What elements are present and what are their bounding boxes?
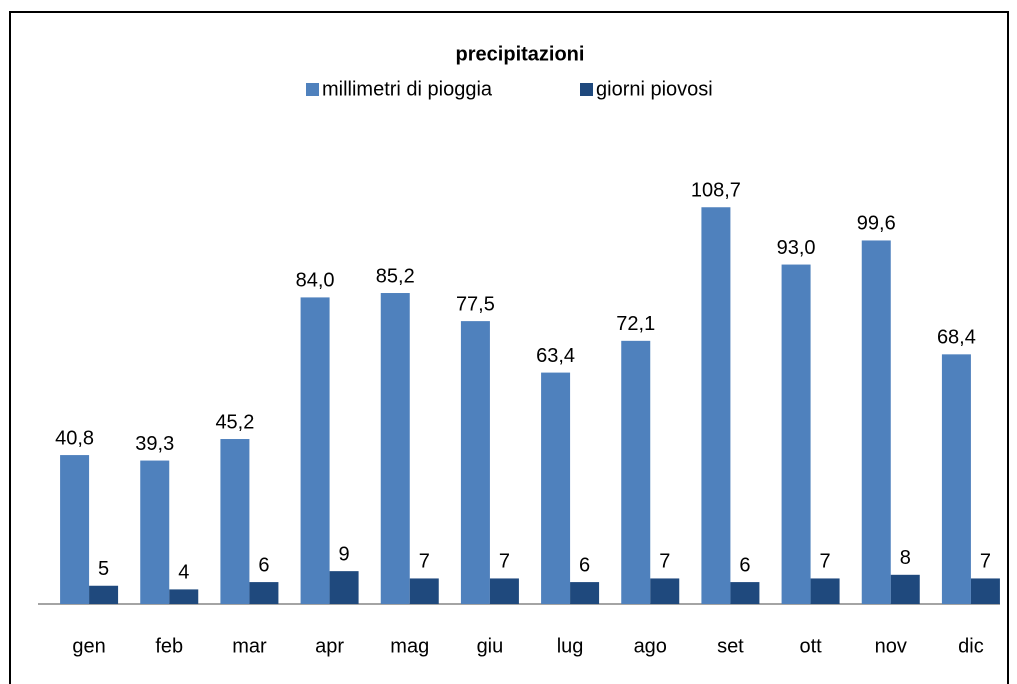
- data-label: 7: [499, 551, 510, 573]
- bar: [781, 264, 811, 604]
- bar: [941, 354, 971, 604]
- data-label: 6: [579, 554, 590, 576]
- data-label: 77,5: [456, 293, 495, 315]
- bar: [220, 439, 250, 604]
- x-tick-label: gen: [72, 635, 105, 657]
- data-label: 7: [659, 551, 670, 573]
- x-tick-label: mar: [232, 635, 267, 657]
- data-label: 45,2: [215, 411, 254, 433]
- bar: [409, 578, 439, 604]
- bar: [970, 578, 1000, 604]
- x-tick-label: giu: [477, 635, 504, 657]
- data-label: 39,3: [135, 433, 174, 455]
- bar: [650, 578, 680, 604]
- data-label: 68,4: [937, 327, 976, 349]
- data-label: 4: [178, 562, 189, 584]
- data-label: 7: [980, 551, 991, 573]
- x-tick-label: apr: [315, 635, 344, 657]
- data-label: 8: [900, 547, 911, 569]
- legend-label: giorni piovosi: [596, 78, 713, 100]
- x-tick-label: nov: [875, 635, 907, 657]
- bar: [169, 589, 199, 604]
- bar: [570, 582, 600, 604]
- bar: [621, 340, 651, 604]
- data-label: 7: [419, 551, 430, 573]
- bar: [890, 574, 920, 604]
- data-label: 6: [739, 554, 750, 576]
- legend-label: millimetri di pioggia: [322, 78, 493, 100]
- data-label: 99,6: [857, 213, 896, 235]
- data-label: 93,0: [777, 237, 816, 259]
- bar: [541, 372, 571, 604]
- bar: [249, 582, 279, 604]
- x-tick-label: lug: [557, 635, 584, 657]
- data-label: 5: [98, 558, 109, 580]
- bar: [489, 578, 519, 604]
- bar: [861, 240, 891, 604]
- bar: [89, 585, 119, 604]
- x-tick-label: mag: [390, 635, 429, 657]
- bar: [60, 455, 90, 604]
- data-label: 85,2: [376, 265, 415, 287]
- bar: [701, 207, 731, 604]
- x-tick-label: feb: [155, 635, 183, 657]
- data-label: 40,8: [55, 427, 94, 449]
- chart-border: [9, 11, 1009, 684]
- legend-swatch: [306, 83, 319, 96]
- bar: [810, 578, 840, 604]
- legend-swatch: [580, 83, 593, 96]
- bar: [380, 293, 410, 604]
- data-label: 84,0: [296, 270, 335, 292]
- data-label: 108,7: [691, 180, 741, 202]
- data-label: 9: [339, 543, 350, 565]
- x-tick-label: set: [717, 635, 744, 657]
- bar: [329, 571, 359, 604]
- bar: [460, 321, 490, 604]
- bar: [140, 460, 170, 604]
- bar: [300, 297, 330, 604]
- data-label: 63,4: [536, 345, 575, 367]
- chart-title: precipitazioni: [456, 43, 585, 65]
- data-label: 6: [258, 554, 269, 576]
- bar: [730, 582, 760, 604]
- data-label: 72,1: [616, 313, 655, 335]
- x-tick-label: dic: [958, 635, 984, 657]
- x-tick-label: ott: [799, 635, 822, 657]
- data-label: 7: [820, 551, 831, 573]
- x-tick-label: ago: [634, 635, 667, 657]
